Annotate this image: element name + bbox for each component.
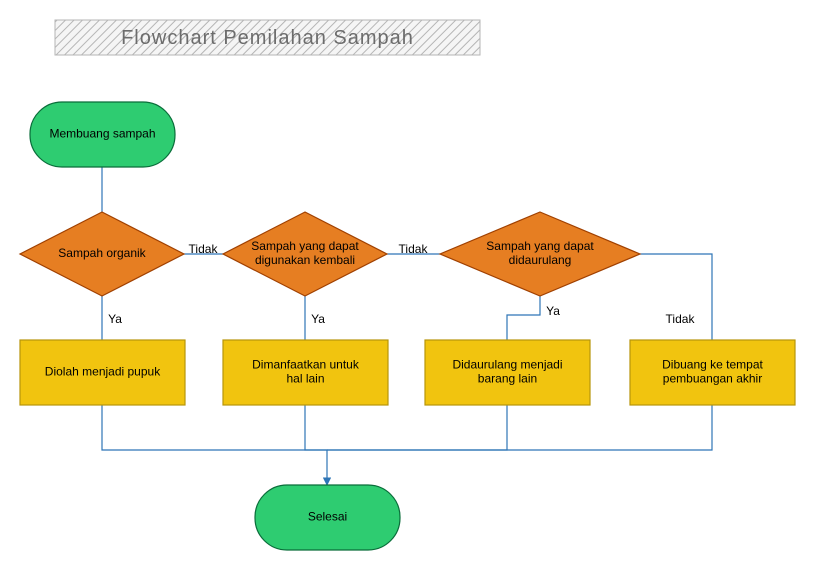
node-start: Membuang sampah [30, 102, 175, 167]
node-d2: Sampah yang dapatdigunakan kembali [223, 212, 387, 296]
svg-text:Membuang sampah: Membuang sampah [49, 127, 155, 141]
edge-e-d3-p4 [640, 254, 712, 340]
svg-text:Sampah organik: Sampah organik [58, 246, 146, 260]
svg-text:Dibuang ke tempat: Dibuang ke tempat [662, 358, 763, 372]
svg-text:Diolah menjadi pupuk: Diolah menjadi pupuk [45, 365, 161, 379]
node-d1: Sampah organik [20, 212, 184, 296]
node-p3: Didaurulang menjadibarang lain [425, 340, 590, 405]
edge-label-e-d3-p3: Ya [546, 304, 560, 318]
svg-text:Sampah yang dapat: Sampah yang dapat [251, 239, 359, 253]
svg-text:barang lain: barang lain [478, 372, 537, 386]
svg-text:didaurulang: didaurulang [509, 253, 572, 267]
node-p4: Dibuang ke tempatpembuangan akhir [630, 340, 795, 405]
edge-label-e-d1-p1: Ya [108, 312, 122, 326]
title-text: Flowchart Pemilahan Sampah [121, 27, 414, 49]
edge-e-d3-p3 [507, 296, 540, 340]
node-d3: Sampah yang dapatdidaurulang [440, 212, 640, 296]
edge-label-e-d3-p4: Tidak [666, 312, 696, 326]
svg-text:digunakan kembali: digunakan kembali [255, 253, 355, 267]
edge-label-e-d2-p2: Ya [311, 312, 325, 326]
node-end: Selesai [255, 485, 400, 550]
edge-label-e-d2-d3: Tidak [399, 242, 429, 256]
svg-text:Dimanfaatkan untuk: Dimanfaatkan untuk [252, 358, 360, 372]
node-p1: Diolah menjadi pupuk [20, 340, 185, 405]
svg-text:Selesai: Selesai [308, 510, 347, 524]
svg-text:Didaurulang menjadi: Didaurulang menjadi [452, 358, 562, 372]
edge-e-p3-end [327, 405, 507, 450]
svg-text:Sampah yang dapat: Sampah yang dapat [486, 239, 594, 253]
svg-text:pembuangan akhir: pembuangan akhir [663, 372, 762, 386]
edge-e-p4-end [327, 405, 712, 450]
edge-e-p1-end [102, 405, 327, 485]
svg-text:hal lain: hal lain [286, 372, 324, 386]
node-p2: Dimanfaatkan untukhal lain [223, 340, 388, 405]
edge-label-e-d1-d2: Tidak [189, 242, 219, 256]
edge-e-p2-end [305, 405, 327, 450]
